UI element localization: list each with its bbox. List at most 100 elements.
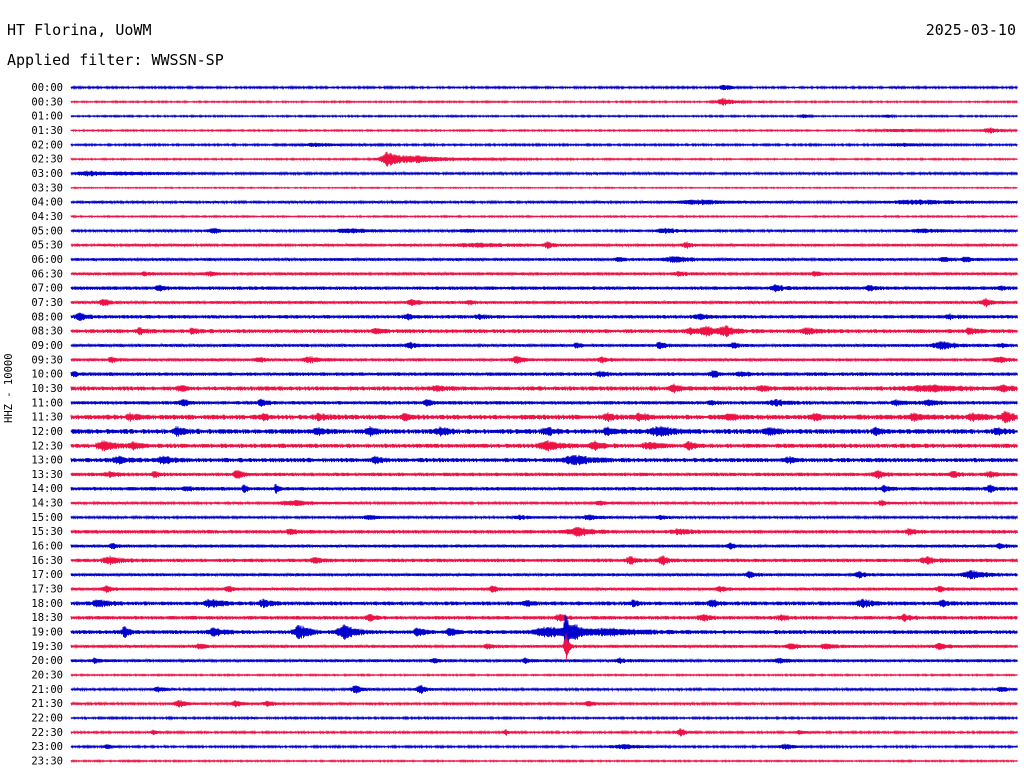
trace-line: [70, 499, 1018, 507]
trace-line: [70, 526, 1018, 537]
time-label: 05:00: [31, 225, 63, 237]
trace-line: [70, 570, 1018, 580]
trace-line: [70, 142, 1018, 148]
time-label: 03:00: [31, 168, 63, 180]
time-label: 10:00: [31, 369, 63, 381]
trace-line: [70, 227, 1018, 234]
time-label: 04:30: [31, 211, 63, 223]
trace-line: [70, 743, 1018, 750]
time-label: 12:00: [31, 426, 63, 438]
time-label: 22:00: [31, 713, 63, 725]
time-label: 00:30: [31, 96, 63, 108]
time-label: 15:00: [31, 512, 63, 524]
trace-line: [70, 186, 1018, 190]
time-label: 23:00: [31, 741, 63, 753]
time-label: 02:30: [31, 154, 63, 166]
time-label: 09:30: [31, 354, 63, 366]
trace-line: [70, 657, 1018, 665]
trace-line: [70, 113, 1018, 119]
time-label: 22:30: [31, 727, 63, 739]
trace-line: [70, 214, 1018, 219]
time-label: 08:30: [31, 326, 63, 338]
trace-line: [70, 341, 1018, 350]
time-label: 05:30: [31, 240, 63, 252]
trace-line: [70, 425, 1018, 437]
trace-line: [70, 542, 1018, 550]
time-label: 11:30: [31, 412, 63, 424]
time-label: 01:30: [31, 125, 63, 137]
time-label: 23:30: [31, 756, 63, 768]
trace-line: [70, 555, 1018, 566]
trace-line: [70, 84, 1018, 91]
trace-line: [70, 598, 1018, 609]
time-label: 11:00: [31, 397, 63, 409]
time-label: 04:00: [31, 197, 63, 209]
time-label: 15:30: [31, 526, 63, 538]
time-label: 21:00: [31, 684, 63, 696]
trace-line: [70, 383, 1018, 394]
time-label: 12:30: [31, 440, 63, 452]
trace-line: [70, 613, 1018, 622]
trace-line: [70, 699, 1018, 708]
time-label: 06:30: [31, 268, 63, 280]
time-label: 01:00: [31, 111, 63, 123]
time-label: 20:00: [31, 655, 63, 667]
trace-line: [70, 758, 1018, 764]
trace-line: [70, 585, 1018, 593]
trace-line: [70, 684, 1018, 694]
trace-line: [70, 514, 1018, 521]
time-label: 13:00: [31, 455, 63, 467]
trace-line: [70, 241, 1018, 249]
station-title: HT Florina, UoWM: [7, 21, 152, 39]
trace-line: [70, 199, 1018, 206]
time-label: 16:00: [31, 541, 63, 553]
trace-line: [70, 728, 1018, 737]
time-label: 08:00: [31, 311, 63, 323]
trace-line: [70, 633, 1018, 660]
time-label: 03:30: [31, 182, 63, 194]
filter-label: Applied filter: WWSSN-SP: [7, 51, 224, 69]
time-label: 14:00: [31, 483, 63, 495]
time-label: 16:30: [31, 555, 63, 567]
trace-line: [70, 469, 1018, 479]
trace-line: [70, 454, 1018, 466]
time-label: 19:30: [31, 641, 63, 653]
trace-line: [70, 672, 1018, 678]
time-label: 17:00: [31, 569, 63, 581]
trace-line: [70, 355, 1018, 364]
time-label: 13:30: [31, 469, 63, 481]
trace-line: [70, 284, 1018, 293]
time-label: 00:00: [31, 82, 63, 94]
trace-line: [70, 410, 1018, 424]
trace-line: [70, 151, 1018, 167]
time-label: 02:00: [31, 139, 63, 151]
trace-line: [70, 256, 1018, 263]
trace-line: [70, 98, 1018, 106]
plot-date: 2025-03-10: [925, 21, 1016, 39]
time-label: 21:30: [31, 698, 63, 710]
time-label: 18:00: [31, 598, 63, 610]
time-label: 14:30: [31, 498, 63, 510]
trace-line: [70, 325, 1018, 338]
time-label: 20:30: [31, 670, 63, 682]
trace-line: [70, 170, 1018, 177]
trace-line: [70, 270, 1018, 277]
time-label: 06:00: [31, 254, 63, 266]
trace-line: [70, 715, 1018, 721]
trace-line: [70, 297, 1018, 308]
time-label: 19:00: [31, 627, 63, 639]
trace-line: [70, 614, 1018, 650]
time-label: 10:30: [31, 383, 63, 395]
trace-line: [70, 312, 1018, 321]
trace-line: [70, 370, 1018, 378]
time-label: 09:00: [31, 340, 63, 352]
time-label: 17:30: [31, 584, 63, 596]
time-label: 07:30: [31, 297, 63, 309]
trace-line: [70, 398, 1018, 407]
trace-line: [70, 440, 1018, 452]
time-label: 18:30: [31, 612, 63, 624]
time-label: 07:00: [31, 283, 63, 295]
trace-line: [70, 483, 1018, 494]
trace-line: [70, 127, 1018, 134]
